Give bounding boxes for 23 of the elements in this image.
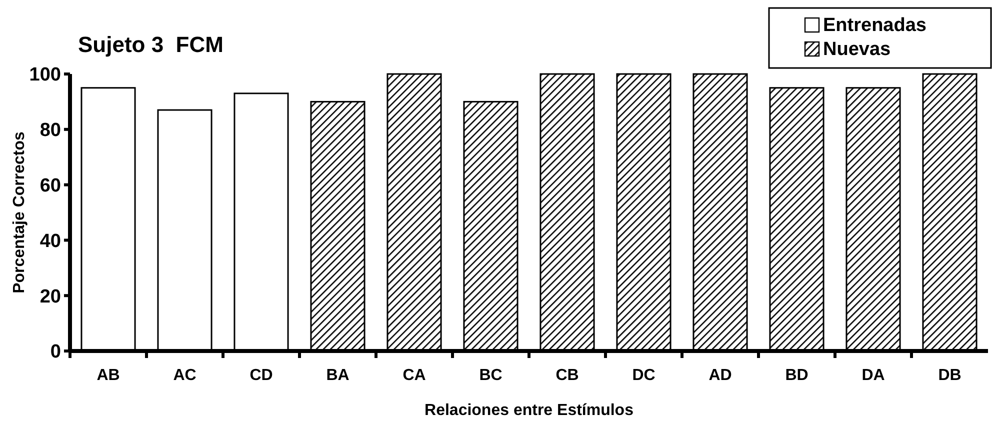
x-tick-label: DB [938,367,962,384]
legend-label: Nuevas [823,39,891,60]
x-tick-label: AD [708,367,732,384]
y-tick-label: 80 [40,120,61,142]
x-tick-label: AB [96,367,120,384]
x-tick-label: BC [479,367,503,384]
chart-title: Sujeto 3 FCM [78,32,224,57]
y-tick-label: 60 [40,175,61,196]
x-tick-label: CD [250,367,273,384]
y-tick-label: 40 [40,230,61,252]
legend-label: Entrenadas [823,15,926,36]
x-tick-label: CA [402,367,426,384]
x-axis-title: Relaciones entre Estímulos [424,402,634,419]
x-tick-label: AC [173,367,197,384]
y-tick-label: 20 [40,286,61,308]
x-tick-label: CB [556,367,579,384]
x-tick-label: DA [862,367,886,384]
x-tick-label: DC [632,367,656,384]
x-tick-label: BA [326,367,350,384]
y-tick-label: 100 [29,64,61,86]
x-tick-label: BD [785,367,808,384]
y-tick-label: 0 [50,342,61,363]
y-axis-title: Porcentaje Correctos [11,131,28,294]
